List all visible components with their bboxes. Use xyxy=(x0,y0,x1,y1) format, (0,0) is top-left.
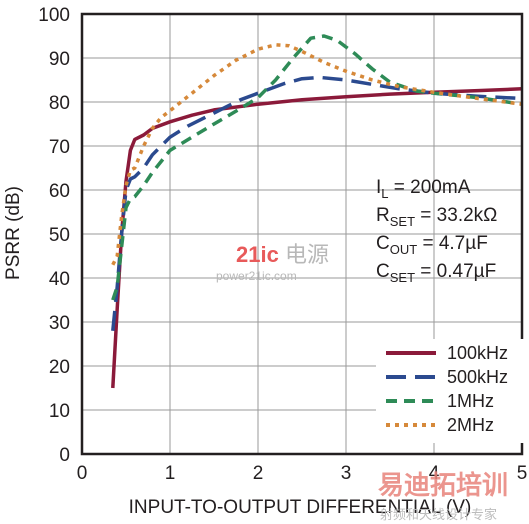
watermark-domain: power21ic.com xyxy=(216,269,297,283)
series-line-500khz xyxy=(111,75,523,331)
y-tick-label: 60 xyxy=(49,181,70,202)
legend-label-1mhz: 1MHz xyxy=(447,391,494,411)
condition-line: COUT = 4.7µF xyxy=(376,233,488,257)
y-tick-label: 40 xyxy=(49,269,70,290)
test-conditions: IL = 200mA RSET = 33.2kΩ COUT = 4.7µF CSET … xyxy=(376,177,497,285)
x-tick-label: 2 xyxy=(253,463,264,484)
series-layer xyxy=(111,34,523,389)
legend-background xyxy=(376,339,524,443)
series-line-2mhz xyxy=(111,43,523,266)
y-tick-label: 80 xyxy=(49,93,70,114)
series-line-100khz xyxy=(111,87,523,389)
x-axis-title: INPUT-TO-OUTPUT DIFFERENTIAL (V) xyxy=(129,497,472,518)
condition-line: IL = 200mA xyxy=(376,177,471,201)
watermark-tagline: 射频和天线设计专家 xyxy=(380,507,497,522)
legend-label-100khz: 100kHz xyxy=(447,343,508,363)
watermark-bottom-right: 易迪拓培训 射频和天线设计专家 xyxy=(378,470,508,522)
condition-line: CSET = 0.47µF xyxy=(376,261,496,285)
x-tick-label: 4 xyxy=(429,463,440,484)
y-tick-label: 30 xyxy=(49,313,70,334)
tick-labels: 0 10 20 30 40 50 60 70 80 90 100 0 1 2 3 4 5 xyxy=(38,5,527,484)
x-tick-label: 1 xyxy=(165,463,176,484)
legend-label-500khz: 500kHz xyxy=(447,367,508,387)
watermark-21ic-logo: 21ic 电源 xyxy=(236,242,329,267)
legend-label-2mhz: 2MHz xyxy=(447,415,494,435)
y-tick-label: 100 xyxy=(38,5,70,26)
x-tick-label: 5 xyxy=(517,463,528,484)
y-tick-label: 90 xyxy=(49,49,70,70)
x-tick-label: 3 xyxy=(341,463,352,484)
legend: 100kHz 500kHz 1MHz 2MHz xyxy=(386,343,508,435)
y-tick-label: 10 xyxy=(49,401,70,422)
y-axis-title: PSRR (dB) xyxy=(3,186,24,280)
condition-line: RSET = 33.2kΩ xyxy=(376,205,497,229)
y-tick-label: 20 xyxy=(49,357,70,378)
plot-frame xyxy=(80,12,524,456)
x-tick-label: 0 xyxy=(77,463,88,484)
watermark-brand: 易迪拓培训 xyxy=(378,470,508,500)
y-tick-label: 70 xyxy=(49,137,70,158)
y-tick-label: 50 xyxy=(49,225,70,246)
watermark-center: 21ic 电源 power21ic.com xyxy=(216,242,329,283)
y-tick-label: 0 xyxy=(59,445,70,466)
